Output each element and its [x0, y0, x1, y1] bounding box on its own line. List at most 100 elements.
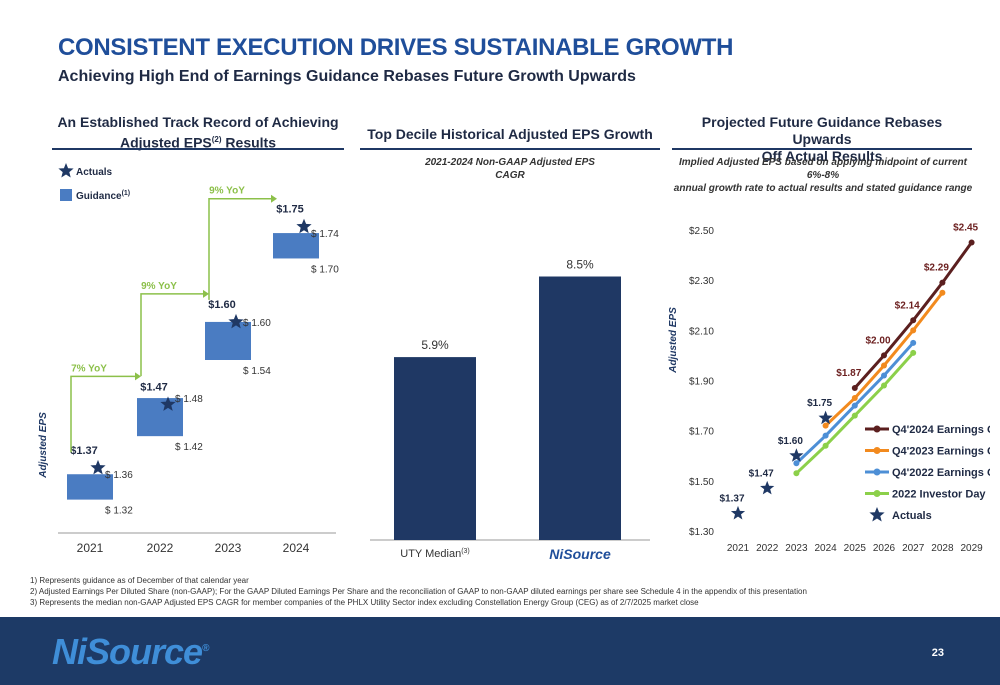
- projection-legend-marker-0: [873, 425, 881, 433]
- actual-star-icon-2022: [160, 396, 176, 411]
- projection-series-3-point-2026: [881, 382, 887, 389]
- middle-note: 2021-2024 Non-GAAP Adjusted EPS CAGR: [380, 156, 640, 182]
- projection-legend-label-3: 2022 Investor Day: [892, 489, 986, 501]
- cagr-category-uty: UTY Median(3): [400, 548, 470, 560]
- yoy-arrow-icon-3: [271, 194, 277, 203]
- yoy-label-1: 7% YoY: [71, 363, 107, 374]
- footnote-1: 1) Represents guidance as of December of…: [30, 576, 249, 585]
- projection-ytick-3: $1.90: [689, 377, 714, 388]
- projection-legend: Q4'2024 Earnings Call Q4'2023 Earnings Ca…: [865, 424, 990, 522]
- projection-ytick-6: $2.50: [689, 226, 714, 237]
- footer-logo-registered: ®: [202, 643, 209, 654]
- projection-series-2-point-2023: [793, 460, 800, 467]
- projection-xtick-2026: 2026: [873, 543, 896, 554]
- right-heading-line2: Off Actual Results: [761, 148, 883, 164]
- guidance-bar-2022: [137, 398, 183, 437]
- year-tick-2023: 2023: [215, 541, 242, 555]
- track-record-legend: Actuals Guidance(1): [58, 163, 130, 202]
- left-heading-line2-pre: Adjusted EPS: [119, 134, 212, 151]
- projection-series-1-point-2025: [851, 395, 858, 402]
- projection-xtick-2021: 2021: [727, 543, 750, 554]
- projection-point-label-2026: $2.00: [865, 335, 890, 346]
- footnotes: 1) Represents guidance as of December of…: [30, 575, 807, 608]
- projection-point-label-2021: $1.37: [719, 493, 744, 504]
- projection-chart: Adjusted EPS $1.30 $1.50 $1.70 $1.90 $2.10 $2…: [668, 223, 990, 554]
- projection-series-line-1: [824, 291, 944, 427]
- guidance-high-label-2023: $ 1.60: [243, 318, 271, 329]
- projection-series-2-point-2024: [822, 432, 829, 439]
- footnote-3: 3) Represents the median non-GAAP Adjust…: [30, 598, 699, 607]
- guidance-bar-2024: [273, 233, 319, 259]
- projection-legend-marker-1: [873, 447, 881, 454]
- projection-actual-star-icon-2023: [789, 448, 804, 462]
- projection-ylabel: Adjusted EPS: [668, 307, 679, 374]
- projection-xtick-2025: 2025: [844, 543, 867, 554]
- year-tick-2024: 2024: [283, 541, 310, 555]
- footer-logo: NiSource®: [52, 631, 209, 673]
- footnote-2: 2) Adjusted Earnings Per Diluted Share (…: [30, 587, 807, 596]
- cagr-category-nisource-logo: NiSource: [549, 546, 611, 562]
- projection-series-line-0: [853, 241, 973, 390]
- projection-ytick-0: $1.30: [689, 527, 714, 538]
- projection-series-1-point-2026: [881, 362, 887, 369]
- guidance-low-label-2023: $ 1.54: [243, 366, 271, 377]
- middle-note-line2: CAGR: [495, 170, 525, 181]
- yoy-connector-2: [140, 293, 203, 377]
- actual-star-icon-2021: [90, 459, 106, 475]
- guidance-bar-2023: [205, 321, 251, 360]
- legend-actuals-star-icon: [58, 163, 74, 178]
- projection-series-0-point-2029: [968, 239, 975, 246]
- cagr-chart: 5.9% 8.5% UTY Median(3) NiSource: [370, 258, 650, 562]
- projection-legend-label-1: Q4'2023 Earnings Call: [892, 446, 990, 458]
- actual-label-2022: $1.47: [140, 381, 168, 393]
- left-section-heading: An Established Track Record of Achieving…: [52, 114, 344, 152]
- legend-guidance-label: Guidance(1): [76, 190, 130, 202]
- projection-actual-star-icon-2022: [760, 480, 775, 495]
- yoy-label-3: 9% YoY: [209, 186, 245, 197]
- cagr-marks: 5.9% 8.5%: [394, 258, 621, 540]
- projection-series-1-point-2028: [939, 289, 946, 296]
- right-note-line1: Implied Adjusted EPS based on applying m…: [679, 157, 967, 181]
- projection-legend-marker-3: [873, 490, 881, 497]
- cagr-bar-nisource: [539, 276, 621, 540]
- yoy-connector-3: [208, 197, 271, 300]
- projection-xtick-2028: 2028: [931, 543, 954, 554]
- cagr-bar-uty-median: [394, 357, 476, 540]
- yoy-arrow-icon-1: [135, 372, 141, 381]
- left-section-rule: [52, 148, 344, 150]
- legend-guidance-sup: (1): [122, 190, 131, 197]
- cagr-value-label-uty-median: 5.9%: [421, 338, 449, 352]
- projection-series-0-point-2026: [881, 352, 887, 359]
- right-heading-line1: Projected Future Guidance Rebases Upward…: [701, 114, 943, 147]
- projection-point-label-2027: $2.14: [895, 300, 920, 311]
- projection-ytick-4: $2.10: [689, 326, 714, 337]
- legend-actuals-label: Actuals: [76, 167, 113, 178]
- projection-actual-star-icon-2021: [730, 505, 746, 520]
- projection-xtick-2027: 2027: [902, 543, 925, 554]
- actual-star-icon-2023: [228, 313, 244, 329]
- yoy-connector-1: [70, 375, 135, 453]
- projection-point-label-2024: $1.75: [807, 398, 832, 409]
- year-tick-2021: 2021: [77, 541, 104, 555]
- page-number: 23: [931, 647, 944, 659]
- projection-xtick-2024: 2024: [814, 543, 837, 554]
- legend-guidance-text: Guidance: [76, 191, 122, 202]
- projection-series-0-point-2027: [910, 317, 917, 324]
- left-heading-line2: Adjusted EPS(2) Results: [52, 131, 344, 152]
- projection-xtick-2023: 2023: [785, 543, 808, 554]
- projection-series-0-point-2028: [939, 279, 946, 286]
- projection-marks: $1.30 $1.50 $1.70 $1.90 $2.10 $2.30 $2.50 2021 2…: [689, 223, 983, 554]
- middle-section-heading: Top Decile Historical Adjusted EPS Growt…: [367, 126, 653, 142]
- projection-ytick-1: $1.50: [689, 477, 714, 488]
- projection-xtick-2029: 2029: [960, 543, 983, 554]
- cagr-category-uty-sup: (3): [461, 548, 470, 555]
- middle-note-line1: 2021-2024 Non-GAAP Adjusted EPS: [425, 157, 595, 168]
- year-tick-2022: 2022: [147, 541, 174, 555]
- projection-series-3-point-2027: [910, 349, 917, 356]
- left-heading-sup: (2): [211, 135, 222, 144]
- projection-series-3-point-2025: [851, 412, 858, 419]
- yoy-arrow-icon-2: [203, 289, 209, 298]
- projection-series-3-point-2023: [793, 470, 800, 477]
- projection-point-label-2022: $1.47: [749, 468, 774, 479]
- projection-legend-label-0: Q4'2024 Earnings Call: [892, 424, 990, 436]
